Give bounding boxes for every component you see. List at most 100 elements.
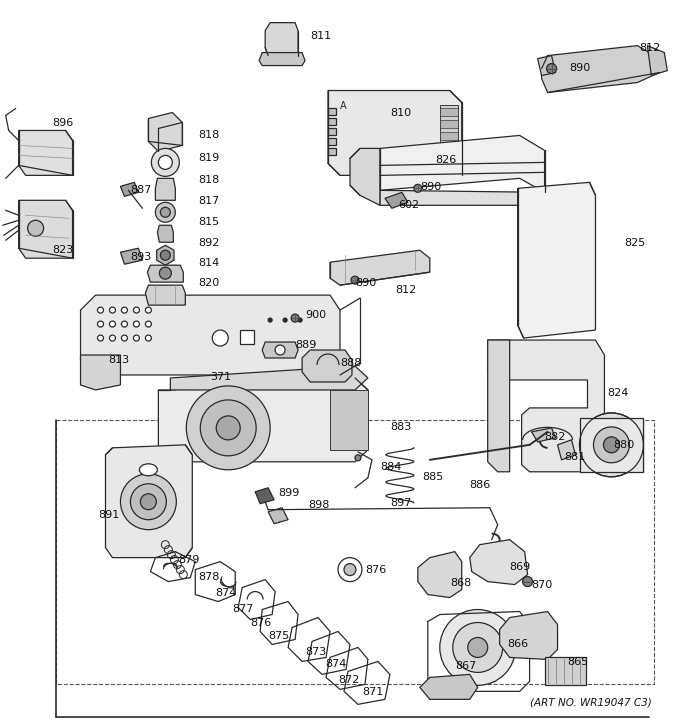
Bar	[545, 658, 586, 685]
Bar	[440, 133, 458, 141]
Text: 876: 876	[250, 618, 271, 628]
Bar	[328, 118, 336, 125]
Polygon shape	[500, 611, 558, 660]
Circle shape	[547, 64, 556, 73]
Text: 819: 819	[199, 154, 220, 163]
Circle shape	[133, 335, 139, 341]
Circle shape	[122, 335, 127, 341]
Polygon shape	[470, 539, 528, 584]
Polygon shape	[262, 342, 298, 358]
Circle shape	[453, 623, 503, 672]
Text: 881: 881	[564, 452, 585, 462]
Circle shape	[122, 321, 127, 327]
Text: 879: 879	[178, 555, 200, 565]
Text: 874: 874	[216, 587, 237, 597]
Polygon shape	[148, 112, 182, 152]
Polygon shape	[302, 350, 352, 382]
Polygon shape	[171, 366, 368, 390]
Polygon shape	[265, 22, 298, 56]
Polygon shape	[157, 225, 173, 242]
Text: 882: 882	[545, 432, 566, 442]
Circle shape	[212, 330, 228, 346]
Text: 824: 824	[607, 388, 629, 398]
Circle shape	[131, 484, 167, 520]
Text: 867: 867	[455, 661, 476, 671]
Text: 865: 865	[568, 658, 589, 668]
Text: 815: 815	[199, 218, 220, 227]
Circle shape	[120, 473, 176, 530]
Circle shape	[28, 220, 44, 236]
Polygon shape	[488, 340, 509, 472]
Circle shape	[216, 416, 240, 440]
Circle shape	[590, 423, 633, 467]
Circle shape	[133, 307, 139, 313]
Text: 877: 877	[233, 603, 254, 613]
Circle shape	[109, 307, 116, 313]
Circle shape	[298, 318, 302, 322]
Bar	[328, 109, 336, 115]
Text: 371: 371	[210, 372, 231, 382]
Polygon shape	[517, 183, 596, 338]
Circle shape	[414, 184, 422, 192]
Text: 810: 810	[390, 109, 411, 118]
Text: 891: 891	[99, 510, 120, 520]
Text: 897: 897	[390, 498, 411, 508]
Polygon shape	[80, 355, 120, 390]
Bar	[328, 128, 336, 136]
Text: 876: 876	[365, 565, 386, 575]
Text: 826: 826	[435, 155, 456, 165]
Text: 890: 890	[420, 183, 441, 192]
Circle shape	[155, 202, 175, 223]
Polygon shape	[105, 445, 192, 558]
Circle shape	[440, 610, 515, 685]
Circle shape	[523, 576, 532, 587]
Text: 818: 818	[199, 130, 220, 141]
Text: 869: 869	[509, 562, 531, 571]
Polygon shape	[268, 507, 288, 523]
Circle shape	[160, 207, 171, 218]
Polygon shape	[385, 192, 408, 208]
Circle shape	[97, 321, 103, 327]
Circle shape	[152, 149, 180, 176]
Polygon shape	[330, 390, 368, 450]
Polygon shape	[328, 91, 462, 175]
Circle shape	[594, 427, 630, 463]
Circle shape	[351, 276, 359, 284]
Circle shape	[146, 321, 152, 327]
Text: 890: 890	[355, 278, 376, 288]
Bar	[56, 420, 654, 684]
Text: 899: 899	[278, 488, 299, 498]
Text: 883: 883	[390, 422, 411, 432]
Circle shape	[140, 494, 156, 510]
Text: 873: 873	[305, 647, 326, 658]
Circle shape	[146, 307, 152, 313]
Circle shape	[109, 335, 116, 341]
Circle shape	[268, 318, 272, 322]
Circle shape	[602, 435, 622, 455]
Text: 871: 871	[362, 687, 384, 697]
Circle shape	[291, 314, 299, 322]
Polygon shape	[18, 200, 73, 258]
Polygon shape	[330, 250, 430, 285]
Circle shape	[158, 155, 172, 170]
Polygon shape	[558, 440, 575, 460]
Text: 893: 893	[131, 252, 152, 262]
Bar	[440, 109, 458, 117]
Circle shape	[133, 321, 139, 327]
Polygon shape	[579, 418, 645, 472]
Polygon shape	[120, 248, 142, 264]
Text: 896: 896	[52, 118, 74, 128]
Bar	[328, 149, 336, 155]
Text: 814: 814	[199, 258, 220, 268]
Circle shape	[355, 455, 361, 461]
Polygon shape	[380, 191, 545, 205]
Polygon shape	[148, 265, 184, 282]
Circle shape	[159, 268, 171, 279]
Polygon shape	[420, 674, 478, 700]
Text: 878: 878	[199, 571, 220, 581]
Polygon shape	[380, 136, 545, 192]
Text: 818: 818	[199, 175, 220, 186]
Polygon shape	[158, 378, 368, 462]
Circle shape	[97, 307, 103, 313]
Polygon shape	[80, 295, 340, 375]
